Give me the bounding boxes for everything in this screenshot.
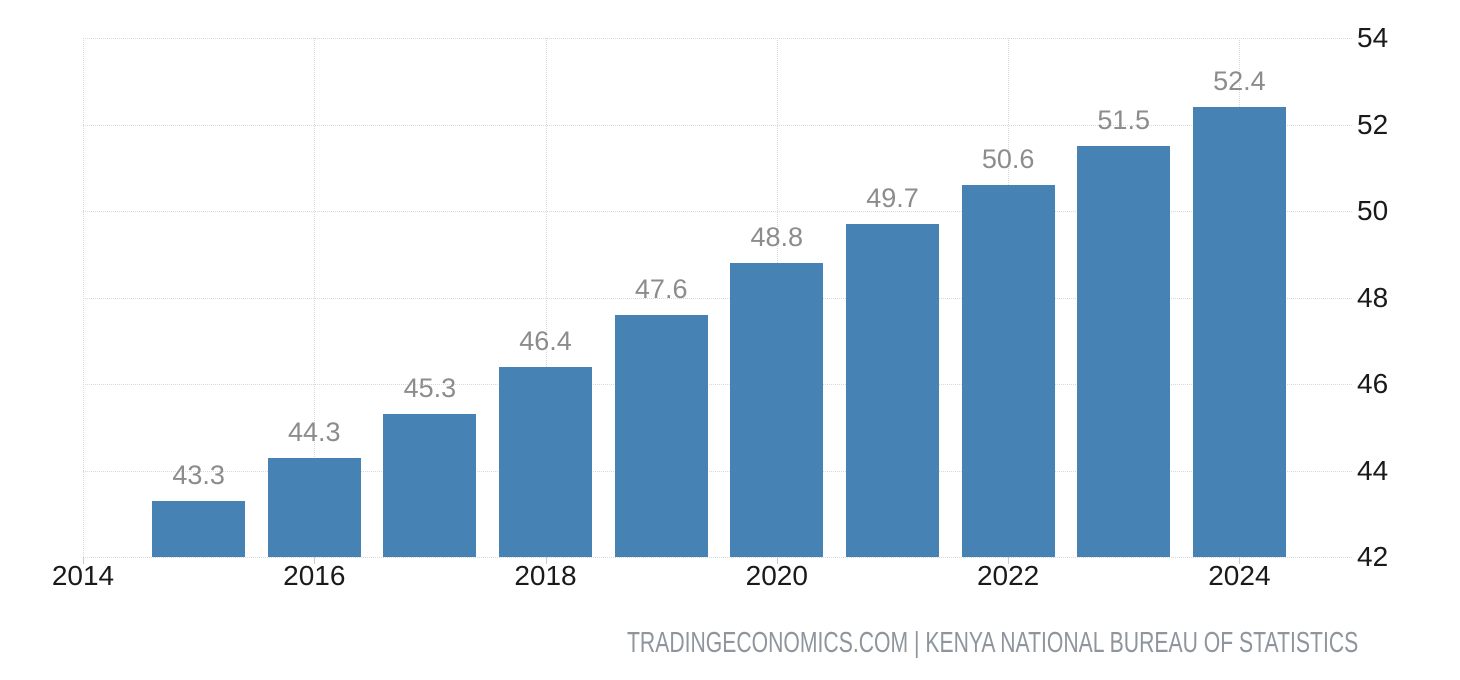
bar-2020[interactable] (730, 262, 824, 557)
h-gridline (83, 211, 1352, 212)
v-gridline (545, 38, 547, 557)
x-axis-label: 2016 (283, 560, 346, 591)
source-attribution: TRADINGECONOMICS.COM | KENYA NATIONAL BU… (627, 627, 1359, 659)
y-axis-label: 50 (1357, 195, 1389, 226)
x-axis-tick (83, 557, 84, 564)
bar-value-label: 43.3 (172, 459, 225, 490)
h-gridline (83, 124, 1352, 126)
bar-value-label: 46.4 (519, 325, 572, 356)
y-axis-label: 44 (1357, 454, 1389, 486)
v-gridline (83, 38, 84, 557)
bar-value-label: 48.8 (750, 221, 804, 252)
h-gridline (83, 470, 1352, 472)
bar-2018[interactable] (499, 366, 592, 557)
y-axis-label: 48 (1357, 281, 1389, 313)
bar-2024[interactable] (1192, 107, 1286, 557)
h-gridline (83, 384, 1352, 385)
bar-2023[interactable] (1077, 146, 1171, 557)
bar-2017[interactable] (383, 414, 477, 557)
y-axis-label: 52 (1357, 108, 1389, 140)
bar-2022[interactable] (961, 185, 1055, 557)
x-axis-tick (314, 557, 316, 564)
y-axis-label: 42 (1357, 541, 1389, 572)
v-gridline (314, 38, 316, 557)
h-gridline (83, 557, 1352, 558)
bar-value-label: 51.5 (1097, 105, 1150, 136)
x-axis-label: 2018 (514, 560, 577, 591)
x-axis-tick (1239, 557, 1241, 564)
y-axis-label: 54 (1357, 22, 1389, 53)
x-axis-label: 2014 (51, 560, 115, 591)
bar-value-label: 44.3 (288, 416, 341, 447)
bar-value-label: 47.6 (634, 273, 688, 304)
x-axis-tick (776, 557, 778, 564)
bar-value-label: 49.7 (866, 183, 919, 213)
x-axis-tick (545, 557, 547, 564)
bar-value-label: 45.3 (403, 373, 457, 404)
h-gridline (83, 38, 1352, 39)
y-axis-label: 46 (1357, 368, 1389, 399)
bar-value-label: 52.4 (1213, 66, 1266, 97)
h-gridline (83, 297, 1352, 299)
x-axis-label: 2020 (745, 560, 808, 591)
x-axis-label: 2022 (976, 560, 1040, 591)
x-axis-label: 2024 (1208, 560, 1271, 591)
bar-2015[interactable] (152, 500, 246, 557)
bar-2019[interactable] (614, 314, 708, 557)
bar-2016[interactable] (267, 457, 361, 557)
bar-value-label: 50.6 (981, 144, 1035, 174)
x-axis-tick (1008, 557, 1010, 564)
bar-2021[interactable] (846, 224, 939, 557)
